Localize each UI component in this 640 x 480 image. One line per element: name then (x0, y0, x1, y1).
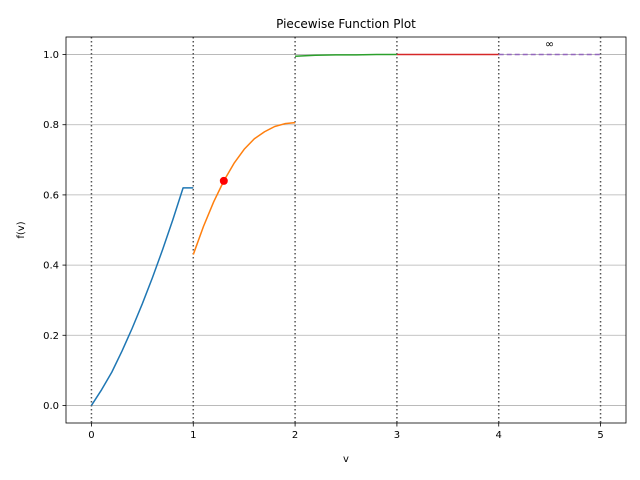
series-layer (90, 53, 601, 406)
y-tick-label: 1.0 (43, 50, 59, 61)
annotation-layer: ∞ (545, 38, 554, 51)
x-tick-label: 4 (496, 430, 502, 441)
x-axis-label: v (343, 454, 349, 465)
highlight-point (219, 176, 228, 185)
series-line-3 (295, 53, 397, 58)
plot-frame (65, 36, 627, 424)
x-tick-label: 1 (190, 430, 196, 441)
series-line-2 (192, 121, 296, 255)
series-line-1 (90, 187, 194, 406)
y-tick-label: 0.2 (43, 331, 59, 342)
y-axis-label: f(v) (16, 221, 27, 238)
x-tick-label: 3 (394, 430, 400, 441)
y-tick-label: 0.6 (43, 190, 59, 201)
x-tick-label: 5 (597, 430, 603, 441)
infinity-annotation: ∞ (545, 38, 554, 51)
tick-layer: 0 1 2 3 4 5 0.0 0.2 0.4 0.6 0.8 1.0 (43, 50, 604, 441)
chart-title: Piecewise Function Plot (276, 17, 416, 31)
y-tick-label: 0.0 (43, 401, 59, 412)
y-tick-label: 0.4 (43, 261, 59, 272)
x-tick-label: 2 (292, 430, 298, 441)
y-tick-label: 0.8 (43, 120, 59, 131)
point-layer (219, 176, 228, 185)
vertical-dotted-lines (90, 37, 602, 423)
x-tick-label: 0 (88, 430, 94, 441)
